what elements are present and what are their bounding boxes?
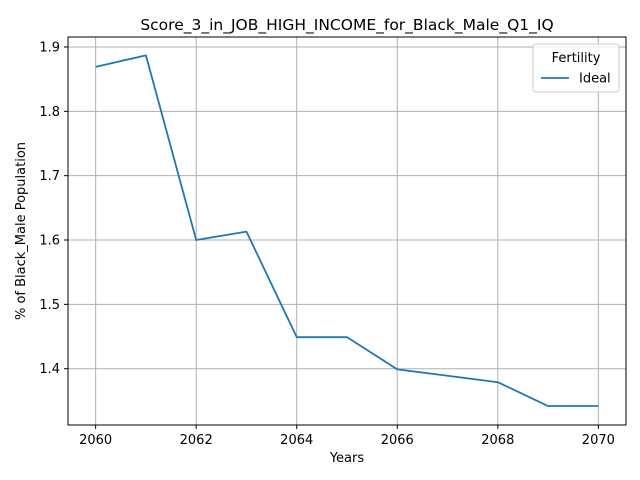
legend-title: Fertility xyxy=(552,51,601,66)
y-tick-label: 1.5 xyxy=(39,298,60,313)
x-tick-label: 2066 xyxy=(381,433,414,448)
x-tick-label: 2060 xyxy=(79,433,112,448)
legend-label-ideal: Ideal xyxy=(579,72,611,87)
legend: Fertility Ideal xyxy=(533,44,619,92)
x-tick-label: 2062 xyxy=(180,433,213,448)
y-axis-label: % of Black_Male Population xyxy=(14,142,29,320)
y-tick-label: 1.9 xyxy=(39,40,60,55)
y-tick-label: 1.4 xyxy=(39,362,60,377)
x-axis-label: Years xyxy=(329,451,365,466)
y-tick-label: 1.8 xyxy=(39,105,60,120)
y-tick-label: 1.6 xyxy=(39,234,60,249)
x-tick-label: 2068 xyxy=(481,433,514,448)
y-tick-label: 1.7 xyxy=(39,169,60,184)
x-tick-label: 2070 xyxy=(582,433,615,448)
x-tick-label: 2064 xyxy=(280,433,313,448)
chart-title: Score_3_in_JOB_HIGH_INCOME_for_Black_Mal… xyxy=(140,16,553,35)
